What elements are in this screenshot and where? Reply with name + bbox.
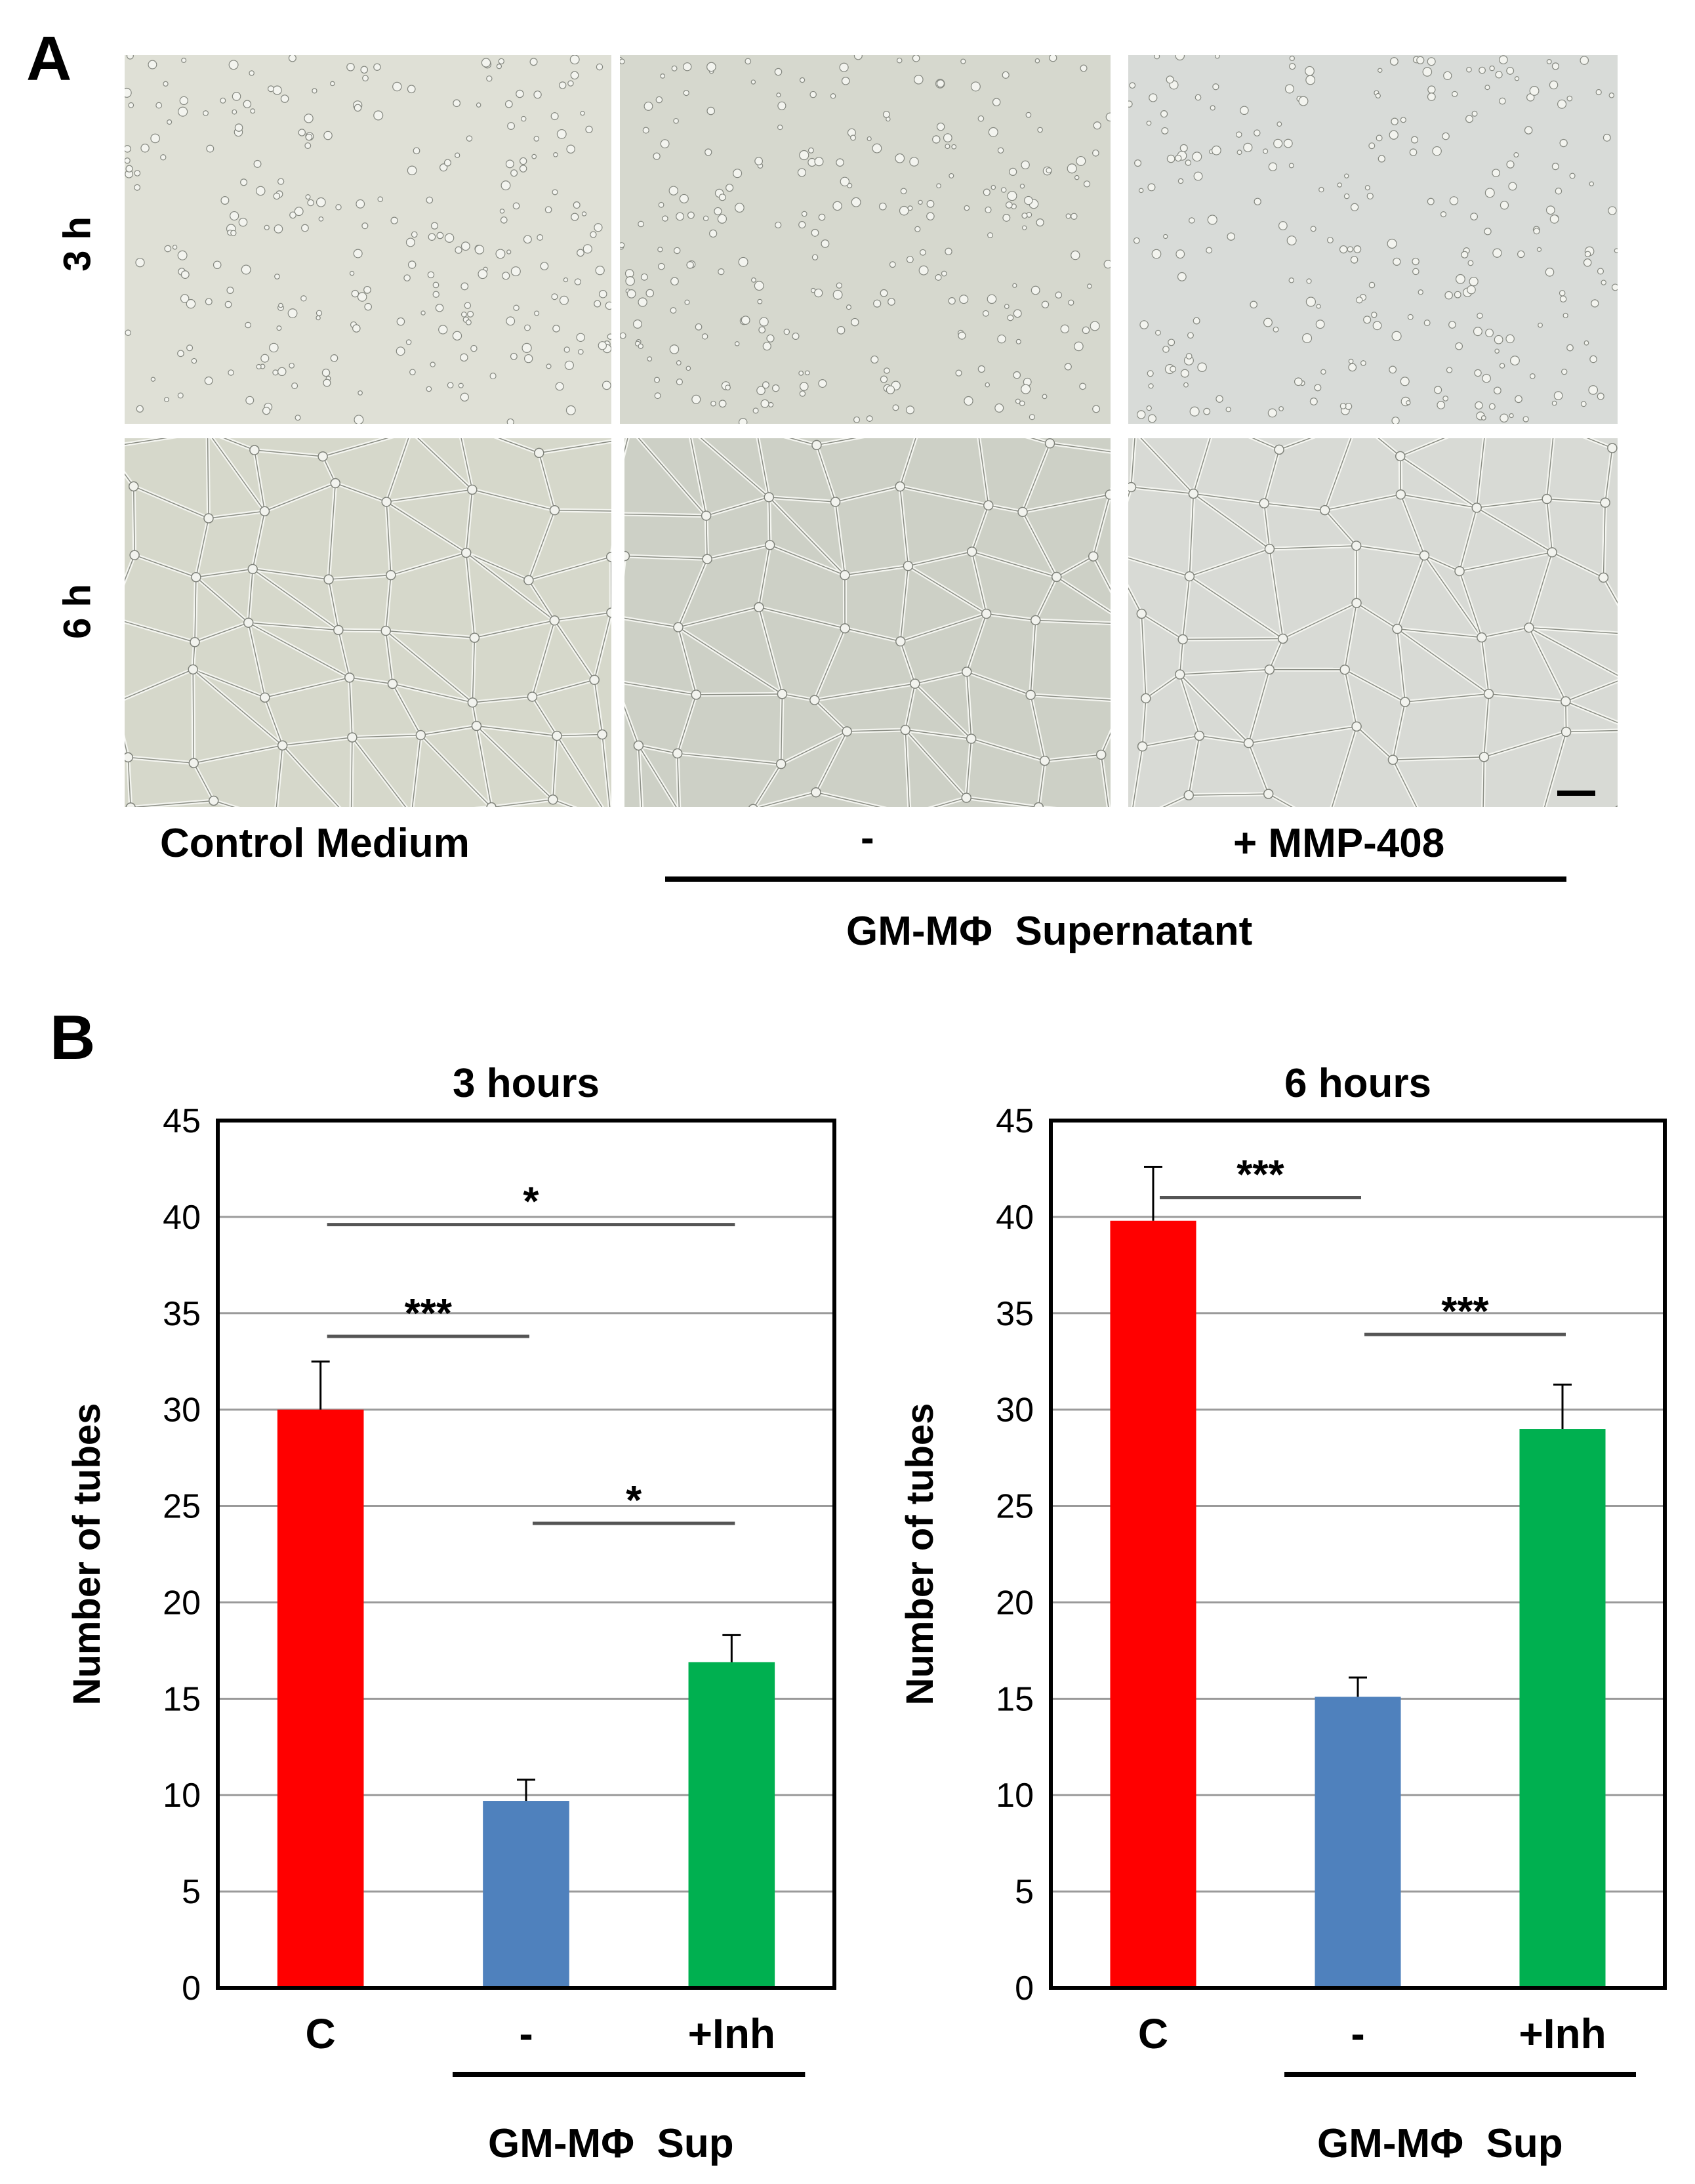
- chart-6h-y-tick-label: 25: [996, 1488, 1034, 1526]
- chart-3h-significance-label-1: ***: [405, 1291, 453, 1336]
- chart-6h-category-label-1: -: [1351, 2010, 1364, 2057]
- chart-3h-y-tick-label: 35: [163, 1295, 201, 1333]
- chart-6h-y-tick-label: 30: [996, 1391, 1034, 1430]
- chart-3h-bar-1: [483, 1801, 569, 1988]
- chart-3h-y-tick-label: 0: [182, 1969, 201, 2008]
- chart-3h-y-tick-label: 15: [163, 1680, 201, 1718]
- label-mmp408: + MMP-408: [1233, 821, 1445, 866]
- row-label-3h: 3 h: [56, 216, 99, 272]
- chart-6h-significance-label-0: ***: [1236, 1153, 1284, 1198]
- label-minus: -: [861, 815, 874, 861]
- chart-6h-y-tick-label: 10: [996, 1777, 1034, 1815]
- chart-3h-bar-0: [277, 1409, 364, 1988]
- chart-6h-title: 6 hours: [1284, 1061, 1431, 1106]
- supernatant-bracket-line: [665, 876, 1566, 882]
- chart-6h-y-axis-label: Number of tubes: [899, 1403, 941, 1706]
- chart-3h-y-tick-label: 20: [163, 1584, 201, 1622]
- panel-a-letter: A: [26, 24, 72, 94]
- chart-6h-y-tick-label: 45: [996, 1102, 1034, 1140]
- chart-3h-bar-2: [688, 1662, 775, 1988]
- chart-6h-y-tick-label: 35: [996, 1295, 1034, 1333]
- chart-3h-y-tick-label: 45: [163, 1102, 201, 1140]
- micrograph-control-6h: [125, 438, 611, 807]
- chart-6h-y-tick-label: 5: [1015, 1873, 1034, 1911]
- panel-b-letter: B: [50, 1002, 96, 1073]
- chart-3h-category-label-0: C: [306, 2010, 336, 2057]
- chart-3h-y-axis-label: Number of tubes: [66, 1403, 108, 1706]
- chart-3h-y-tick-label: 10: [163, 1777, 201, 1815]
- chart-3h-y-tick-label: 40: [163, 1199, 201, 1237]
- chart-3h-group-label: GM-MΦ Sup: [488, 2121, 734, 2166]
- chart-6h-frame: [1049, 1119, 1667, 1990]
- micrograph-mmp408-6h: [1128, 438, 1618, 807]
- chart-3h-y-tick-label: 25: [163, 1488, 201, 1526]
- chart-6h-group-label: GM-MΦ Sup: [1317, 2121, 1563, 2166]
- chart-6h-y-tick-label: 40: [996, 1199, 1034, 1237]
- micrograph-supernatant-3h: [620, 55, 1111, 424]
- row-label-6h: 6 h: [56, 584, 99, 639]
- label-gm-mphi-supernatant: GM-MΦ Supernatant: [846, 909, 1253, 954]
- chart-6h-y-tick-label: 15: [996, 1680, 1034, 1718]
- chart-6h-category-label-2: +Inh: [1519, 2010, 1606, 2057]
- chart-6h-significance-label-1: ***: [1441, 1289, 1489, 1334]
- chart-6h-y-tick-label: 0: [1015, 1969, 1034, 2008]
- micrograph-supernatant-6h: [624, 438, 1111, 807]
- chart-6h-bar-1: [1315, 1697, 1401, 1988]
- chart-6h-category-label-0: C: [1138, 2010, 1168, 2057]
- chart-3h-category-label-2: +Inh: [688, 2010, 775, 2057]
- chart-6h-bar-2: [1519, 1429, 1606, 1988]
- chart-3h-significance-label-2: *: [626, 1478, 642, 1523]
- micrograph-control-3h: [125, 55, 611, 424]
- chart-3h-title: 3 hours: [453, 1061, 600, 1106]
- chart-3h-frame: [216, 1119, 836, 1990]
- chart-6h-y-tick-label: 20: [996, 1584, 1034, 1622]
- chart-6h-bar-0: [1110, 1220, 1196, 1988]
- scale-bar: [1557, 791, 1595, 796]
- chart-3h-significance-label-0: *: [523, 1180, 539, 1225]
- label-control-medium: Control Medium: [160, 821, 470, 866]
- chart-3h-y-tick-label: 30: [163, 1391, 201, 1430]
- micrograph-mmp408-3h: [1128, 55, 1618, 424]
- chart-3h-y-tick-label: 5: [182, 1873, 201, 1911]
- chart-3h-category-label-1: -: [519, 2010, 533, 2057]
